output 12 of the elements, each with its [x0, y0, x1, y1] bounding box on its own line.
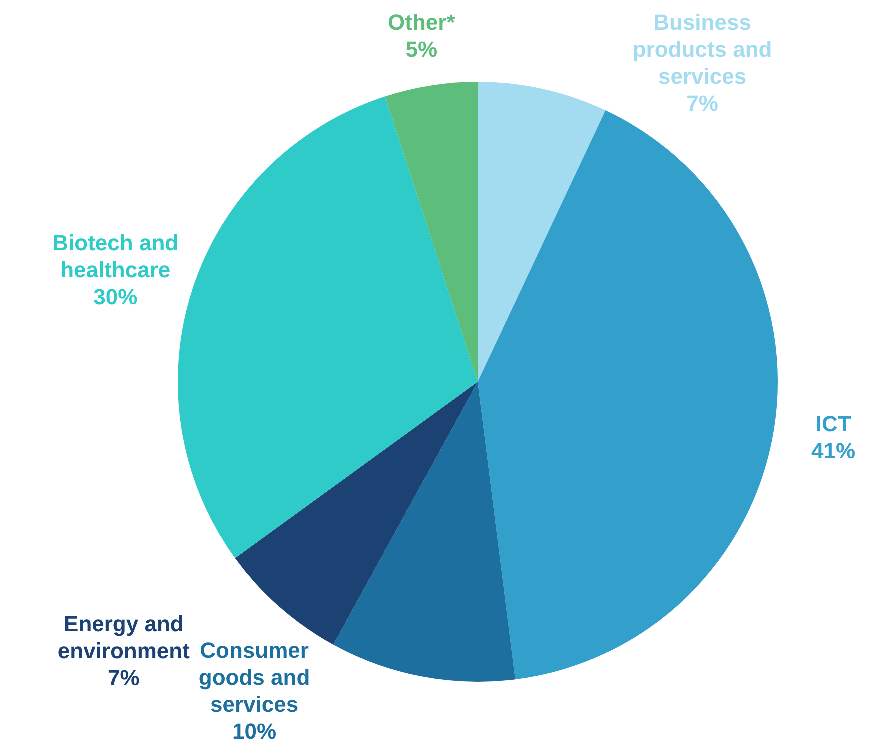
data-label: 10%: [232, 719, 277, 744]
slice-label: Biotech and healthcare: [52, 230, 179, 282]
slice-label: Energy and environment: [58, 612, 191, 664]
slice-label: Business products and services: [632, 10, 772, 90]
data-label: 41%: [812, 438, 856, 464]
slice-label: Other*: [388, 10, 456, 36]
data-label: 5%: [406, 37, 438, 62]
slice-label: ICT: [816, 411, 852, 436]
data-label: 7%: [686, 91, 718, 116]
data-label: 30%: [94, 284, 138, 310]
slice-label: Consumer goods and services: [198, 638, 310, 718]
data-label: 7%: [108, 666, 140, 691]
